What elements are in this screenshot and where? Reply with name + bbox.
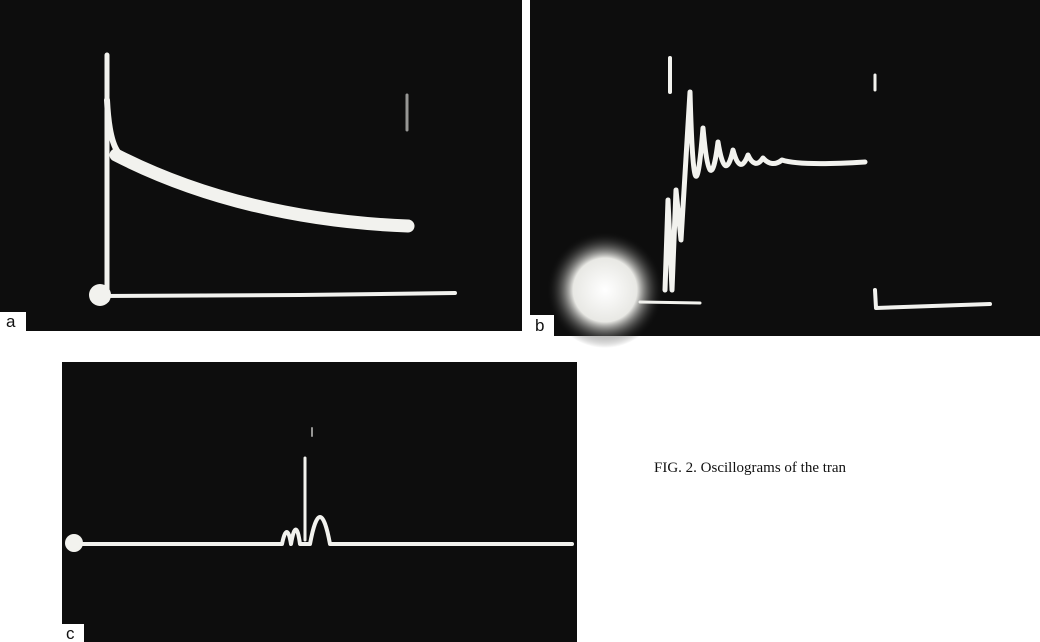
trace — [109, 148, 415, 233]
label-box — [0, 312, 26, 331]
glow — [547, 232, 663, 348]
panel-b: b — [530, 0, 1040, 348]
trace — [873, 288, 992, 310]
trace-spot — [89, 284, 111, 306]
trace — [68, 515, 574, 546]
trace — [638, 300, 702, 305]
panel-label: b — [535, 316, 544, 335]
panel-label: c — [66, 624, 75, 642]
label-box — [530, 315, 554, 336]
trace — [98, 291, 457, 298]
panel-c: c — [62, 362, 577, 642]
panel-a: a — [0, 0, 522, 331]
oscillogram — [62, 362, 577, 642]
label-box — [62, 624, 84, 642]
trace — [662, 89, 868, 293]
caption: FIG. 2. Oscillograms of the tran — [654, 460, 847, 476]
oscillogram — [0, 0, 522, 331]
panel-label: a — [6, 312, 16, 331]
